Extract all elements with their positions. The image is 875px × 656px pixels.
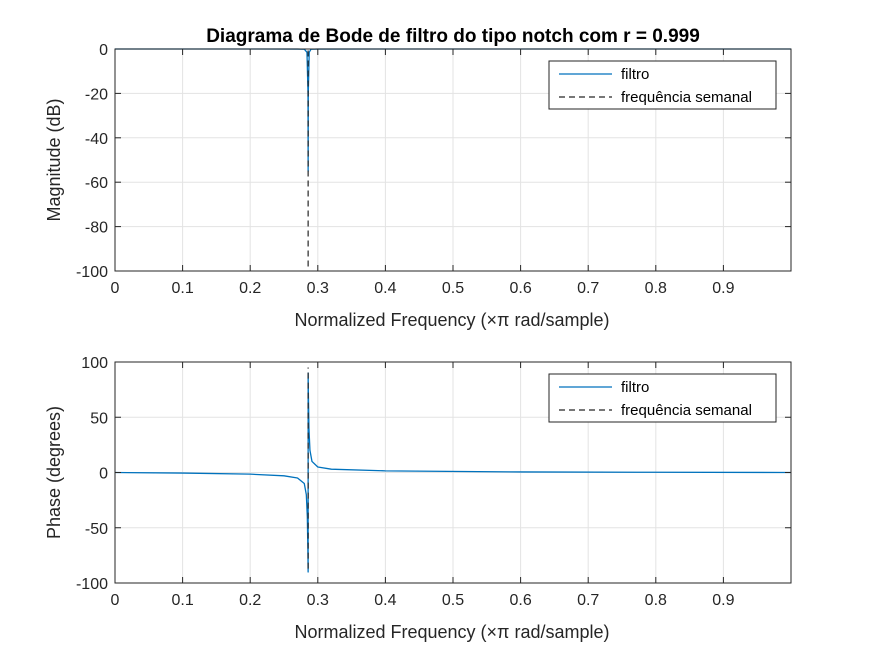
magnitude-ytick-label: -40 [85,131,108,148]
magnitude-xtick-label: 0.7 [577,280,599,297]
phase-xtick-label: 0.9 [712,592,734,609]
magnitude-xtick-label: 0.3 [307,280,329,297]
figure-title: Diagrama de Bode de filtro do tipo notch… [206,26,700,47]
magnitude-xtick-label: 0.1 [171,280,193,297]
phase-xtick-label: 0 [111,592,120,609]
phase-legend-box [548,373,777,423]
magnitude-ytick-label: 0 [99,42,108,59]
phase-axes: 0 0.1 0.2 0.3 0.4 0.5 0.6 0.7 0.8 0.9 -100 -50 0 50 10… [44,355,792,642]
magnitude-xtick-label: 0.4 [374,280,396,297]
magnitude-legend-label-frequencia-semanal: frequência semanal [621,89,752,106]
phase-xtick-label: 0.6 [509,592,531,609]
magnitude-ytick-label: -80 [85,220,108,237]
phase-ytick-label: 100 [81,355,108,372]
phase-ytick-label: 50 [90,410,108,427]
magnitude-legend-box [548,60,777,110]
phase-xlabel: Normalized Frequency (×π rad/sample) [294,622,609,642]
magnitude-axes: 0 0.1 0.2 0.3 0.4 0.5 0.6 0.7 0.8 0.9 -100 -80 -60 -4… [44,42,792,330]
magnitude-ytick-label: -20 [85,86,108,103]
magnitude-ytick-label: -100 [76,264,108,281]
magnitude-ytick-label: -60 [85,175,108,192]
phase-xtick-label: 0.3 [307,592,329,609]
magnitude-xtick-label: 0 [111,280,120,297]
phase-xtick-label: 0.7 [577,592,599,609]
magnitude-xtick-label: 0.2 [239,280,261,297]
magnitude-xtick-label: 0.9 [712,280,734,297]
phase-xtick-label: 0.8 [645,592,667,609]
phase-xtick-label: 0.2 [239,592,261,609]
magnitude-xtick-label: 0.8 [645,280,667,297]
magnitude-ylabel: Magnitude (dB) [44,98,64,221]
phase-ytick-label: -50 [85,521,108,538]
magnitude-legend-label-filtro: filtro [621,66,649,83]
phase-ytick-label: -100 [76,576,108,593]
phase-legend-label-filtro: filtro [621,379,649,396]
phase-ylabel: Phase (degrees) [44,406,64,539]
phase-legend-label-frequencia-semanal: frequência semanal [621,402,752,419]
phase-xtick-label: 0.4 [374,592,396,609]
phase-xtick-label: 0.5 [442,592,464,609]
magnitude-xtick-label: 0.5 [442,280,464,297]
magnitude-xlabel: Normalized Frequency (×π rad/sample) [294,310,609,330]
phase-ytick-label: 0 [99,466,108,483]
phase-xtick-label: 0.1 [171,592,193,609]
magnitude-xtick-label: 0.6 [509,280,531,297]
